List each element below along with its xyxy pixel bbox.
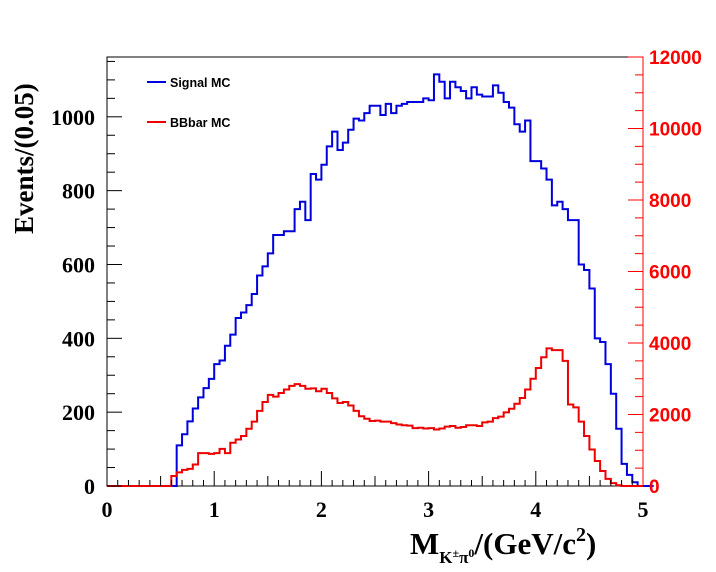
x-axis-title: MK±π0/(GeV/c2)	[410, 524, 596, 567]
y-right-tick-label: 12000	[649, 48, 702, 69]
y-right-tick-label: 6000	[649, 263, 691, 284]
x-tick-label: 3	[423, 497, 434, 522]
x-axis-ticks: 0 1 2 3 4 5	[102, 471, 649, 522]
series-layer	[107, 73, 654, 487]
y-right-tick-label: 0	[649, 477, 660, 498]
series-line-signal-mc	[107, 73, 654, 487]
legend-label-bbbar: BBbar MC	[170, 116, 230, 130]
y-axis-left-ticks: 0 200 400 600 800 1000	[51, 60, 122, 499]
y-right-tick-label: 8000	[649, 191, 691, 212]
y-left-tick-label: 400	[62, 326, 95, 351]
x-tick-label: 0	[102, 497, 113, 522]
x-tick-label: 4	[530, 497, 541, 522]
y-axis-right-ticks: 0 2000 4000 6000 8000 10000 12000	[628, 48, 702, 498]
y-left-tick-label: 0	[84, 474, 95, 499]
x-tick-label: 1	[209, 497, 220, 522]
y-right-tick-label: 2000	[649, 406, 691, 427]
y-axis-title: Events/(0.05)	[9, 83, 39, 234]
y-left-tick-label: 600	[62, 252, 95, 277]
x-tick-label: 5	[638, 497, 649, 522]
legend-label-signal: Signal MC	[170, 76, 230, 90]
y-right-tick-label: 4000	[649, 334, 691, 355]
y-left-tick-label: 800	[62, 179, 95, 204]
legend: Signal MC BBbar MC	[147, 76, 230, 130]
x-tick-label: 2	[316, 497, 327, 522]
series-line-bbbar-mc	[107, 347, 643, 487]
y-right-tick-label: 10000	[649, 120, 702, 141]
y-left-tick-label: 1000	[51, 105, 95, 130]
y-left-tick-label: 200	[62, 400, 95, 425]
